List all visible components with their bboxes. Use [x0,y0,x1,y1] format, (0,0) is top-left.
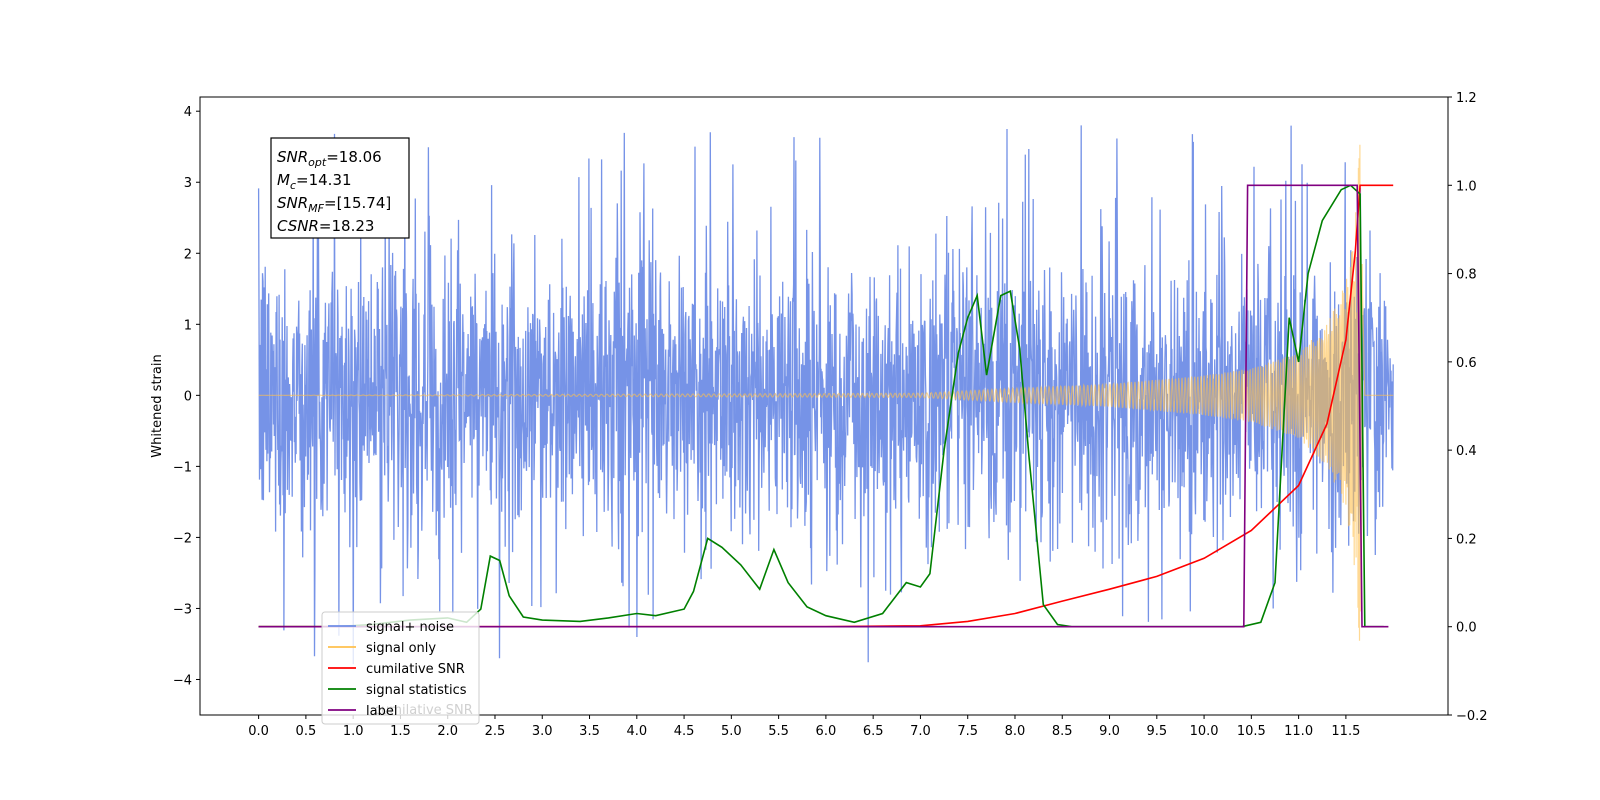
x-tick-label: 0.5 [296,724,317,739]
y-right-tick-label: 0.4 [1456,444,1477,459]
x-tick-label: 9.5 [1146,724,1167,739]
series-label-line [258,184,1389,628]
axes-frame [199,96,1449,716]
x-tick-label: 10.5 [1237,724,1266,739]
x-tick-label: 10.0 [1190,724,1219,739]
legend-label: signal statistics [366,683,467,698]
y-axis-left-label: Whitened strain [150,354,165,457]
annotation-line: CSNR=18.23 [277,217,374,235]
series-signal-noise-line [257,125,1394,665]
y-axis-left: −4 −3 −2 −1 0 1 2 3 4 [173,105,200,688]
x-tick-label: 11.5 [1331,724,1360,739]
x-tick-label: 2.5 [485,724,506,739]
x-tick-label: 4.0 [626,724,647,739]
y-right-tick-label: 0.6 [1456,356,1477,371]
y-left-tick-label: −1 [173,460,192,475]
y-right-tick-label: −0.2 [1456,709,1488,724]
series-signal-only-line [258,144,1394,641]
y-left-tick-label: 2 [184,247,192,262]
x-tick-label: 1.5 [390,724,411,739]
y-axis-right: −0.2 0.0 0.2 0.4 0.6 0.8 1.0 1.2 [1448,91,1488,724]
annotation-line: Mc=14.31 [277,171,352,192]
x-tick-label: 11.0 [1284,724,1313,739]
x-tick-label: 7.0 [910,724,931,739]
legend-label: cumilative SNR [366,662,465,677]
y-left-tick-label: −3 [173,602,192,617]
y-right-tick-label: 0.2 [1456,532,1477,547]
x-tick-label: 5.5 [768,724,789,739]
y-left-tick-label: 4 [184,105,192,120]
annotation-line: SNRopt=18.06 [277,148,382,169]
x-tick-label: 8.0 [1005,724,1026,739]
x-tick-label: 9.0 [1099,724,1120,739]
plot-area [257,125,1394,665]
x-tick-label: 6.0 [816,724,837,739]
legend-frame [321,611,480,725]
y-right-tick-label: 1.0 [1456,179,1477,194]
x-axis: 0.0 0.5 1.0 1.5 2.0 2.5 3.0 3.5 4.0 4.5 5.0 5.5 6.0 6… [248,715,1360,739]
series-cumulative-snr-line [258,184,1394,628]
y-left-tick-label: 0 [184,389,192,404]
x-tick-label: 7.5 [957,724,978,739]
x-tick-label: 3.0 [532,724,553,739]
y-right-tick-label: 0.0 [1456,621,1477,636]
y-right-tick-label: 0.8 [1456,268,1477,283]
annotation-line: SNRMF=[15.74] [277,194,391,215]
series-signal-statistics-line [258,184,1384,628]
y-left-tick-label: −4 [173,673,192,688]
y-right-tick-label: 1.2 [1456,91,1477,106]
legend-ghost-text: cumilative SNR [374,703,473,718]
x-tick-label: 2.0 [437,724,458,739]
x-tick-label: 5.0 [721,724,742,739]
x-tick-label: 8.5 [1052,724,1073,739]
y-left-tick-label: −2 [173,531,192,546]
legend: cumilative SNR signal+ noise signal only cu… [321,611,480,725]
x-tick-label: 3.5 [579,724,600,739]
y-left-tick-label: 1 [184,318,192,333]
x-tick-label: 4.5 [674,724,695,739]
y-left-tick-label: 3 [184,176,192,191]
legend-label: label [366,704,397,719]
x-tick-label: 1.0 [343,724,364,739]
annotation-frame [270,137,410,239]
x-tick-label: 6.5 [863,724,884,739]
legend-label: signal+ noise [366,620,454,635]
legend-label: signal only [366,641,436,656]
x-tick-label: 0.0 [248,724,269,739]
